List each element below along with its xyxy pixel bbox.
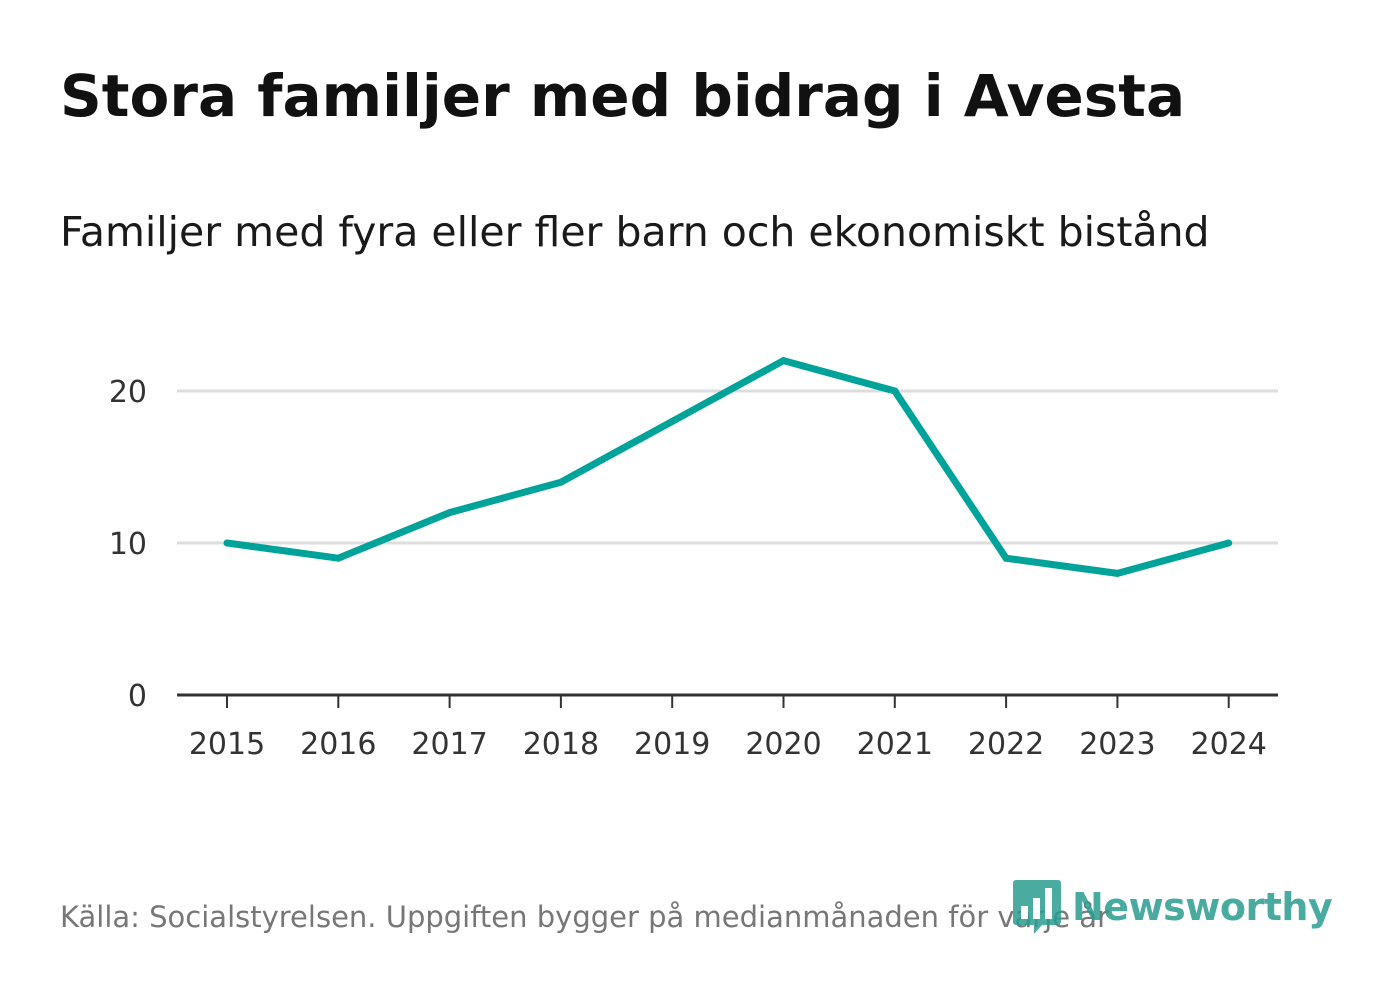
data-point-2023 [1113,569,1121,577]
y-tick-label-0: 0 [128,679,147,714]
source-note: Källa: Socialstyrelsen. Uppgiften bygger… [60,900,1109,934]
y-tick-label-20: 20 [109,375,147,410]
x-tick-label-2015: 2015 [189,727,265,762]
x-tick-label-2024: 2024 [1191,727,1267,762]
x-tick-label-2018: 2018 [523,727,599,762]
bar-chart-icon [1013,880,1061,934]
x-tick-label-2020: 2020 [745,727,821,762]
data-point-2021 [891,387,899,395]
series-line-0 [226,356,1230,577]
data-point-2020 [780,357,787,365]
data-point-2022 [1002,554,1010,562]
newsworthy-logo: Newsworthy [1012,878,1333,936]
y-tick-label-10: 10 [109,527,147,562]
data-point-2015 [223,539,231,547]
data-point-2017 [446,509,454,517]
data-point-2016 [334,554,342,562]
chart-title: Stora familjer med bidrag i Avesta [60,62,1186,130]
x-tick-label-2023: 2023 [1079,727,1155,762]
data-point-2024 [1225,539,1233,547]
x-tick-label-2016: 2016 [300,727,376,762]
x-tick-label-2019: 2019 [634,727,710,762]
chart-subtitle: Familjer med fyra eller fler barn och ek… [60,208,1210,256]
x-tick-label-2017: 2017 [411,727,487,762]
x-tick-label-2022: 2022 [968,727,1044,762]
logo-text: Newsworthy [1072,885,1333,929]
data-point-2018 [557,478,565,486]
x-tick-label-2021: 2021 [857,727,933,762]
data-point-2019 [668,417,676,425]
